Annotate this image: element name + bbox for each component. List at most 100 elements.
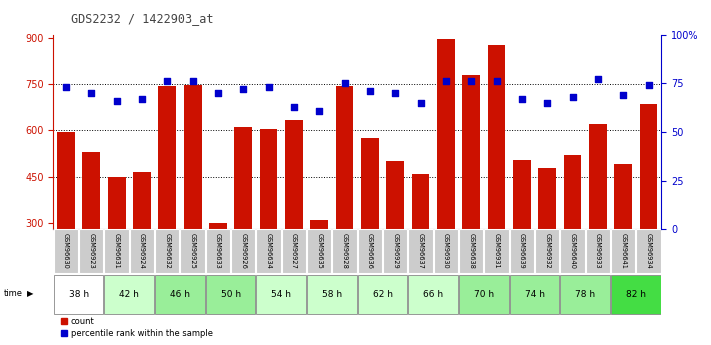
Bar [412, 174, 429, 229]
Text: GSM96641: GSM96641 [620, 233, 626, 269]
Bar [333, 229, 357, 273]
Bar [564, 155, 582, 229]
Text: GSM96926: GSM96926 [240, 233, 246, 269]
Point [137, 96, 148, 101]
Bar [586, 229, 610, 273]
Text: 82 h: 82 h [626, 289, 646, 299]
Bar [462, 75, 480, 229]
Point [161, 79, 173, 84]
Text: 50 h: 50 h [220, 289, 241, 299]
Bar [130, 229, 154, 273]
Bar [560, 275, 610, 314]
Bar [307, 229, 331, 273]
Point [213, 90, 224, 96]
Text: 66 h: 66 h [423, 289, 444, 299]
Bar [82, 152, 100, 229]
Bar [57, 132, 75, 229]
Point [187, 79, 198, 84]
Bar [231, 229, 255, 273]
Text: GSM96631: GSM96631 [114, 233, 119, 269]
Point [339, 80, 351, 86]
Point [567, 94, 578, 100]
Bar [636, 229, 661, 273]
Point [643, 82, 654, 88]
Bar [336, 86, 353, 229]
Text: 74 h: 74 h [525, 289, 545, 299]
Text: 38 h: 38 h [68, 289, 89, 299]
Text: GSM96637: GSM96637 [417, 233, 424, 269]
Point [314, 108, 325, 113]
Text: GSM96636: GSM96636 [367, 233, 373, 269]
Text: GSM96930: GSM96930 [443, 233, 449, 269]
Bar [282, 229, 306, 273]
Bar [383, 229, 407, 273]
Bar [155, 229, 179, 273]
Text: GDS2232 / 1422903_at: GDS2232 / 1422903_at [71, 12, 213, 25]
Text: 54 h: 54 h [272, 289, 292, 299]
Bar [513, 160, 531, 229]
Text: GSM96932: GSM96932 [544, 233, 550, 269]
Point [85, 90, 97, 96]
Bar [205, 229, 230, 273]
Text: GSM96633: GSM96633 [215, 233, 221, 269]
Text: GSM96632: GSM96632 [164, 233, 171, 269]
Bar [459, 275, 509, 314]
Text: GSM96934: GSM96934 [646, 233, 651, 269]
Bar [510, 275, 560, 314]
Point [542, 100, 553, 106]
Point [237, 86, 249, 92]
Bar [358, 275, 407, 314]
Bar [311, 220, 328, 229]
Text: GSM96630: GSM96630 [63, 233, 69, 269]
Bar [54, 275, 104, 314]
Bar [535, 229, 560, 273]
Point [516, 96, 528, 101]
Text: 62 h: 62 h [373, 289, 392, 299]
Bar [307, 275, 357, 314]
Bar [257, 275, 306, 314]
Bar [260, 129, 277, 229]
Point [288, 104, 299, 109]
Bar [437, 39, 455, 229]
Bar [181, 229, 205, 273]
Text: GSM96924: GSM96924 [139, 233, 145, 269]
Bar [257, 229, 281, 273]
Text: GSM96925: GSM96925 [190, 233, 196, 269]
Bar [434, 229, 458, 273]
Bar [205, 275, 255, 314]
Bar [640, 104, 658, 229]
Bar [611, 275, 661, 314]
Bar [54, 229, 78, 273]
Bar [484, 229, 509, 273]
Text: GSM96927: GSM96927 [291, 233, 297, 269]
Bar [358, 229, 382, 273]
Text: GSM96638: GSM96638 [469, 233, 474, 269]
Bar [235, 127, 252, 229]
Text: GSM96639: GSM96639 [519, 233, 525, 269]
Bar [560, 229, 584, 273]
Bar [510, 229, 534, 273]
Point [491, 79, 502, 84]
Text: GSM96931: GSM96931 [493, 233, 500, 269]
Text: 58 h: 58 h [322, 289, 342, 299]
Text: 46 h: 46 h [170, 289, 190, 299]
Bar [408, 275, 458, 314]
Bar [108, 177, 126, 229]
Text: GSM96933: GSM96933 [595, 233, 601, 269]
Bar [105, 229, 129, 273]
Bar [611, 229, 636, 273]
Text: 78 h: 78 h [575, 289, 595, 299]
Bar [105, 275, 154, 314]
Point [364, 88, 375, 94]
Point [111, 98, 122, 104]
Bar [361, 138, 379, 229]
Bar [408, 229, 433, 273]
Bar [79, 229, 104, 273]
Bar [488, 45, 506, 229]
Bar [386, 161, 404, 229]
Point [440, 79, 451, 84]
Text: GSM96929: GSM96929 [392, 233, 398, 269]
Bar [285, 120, 303, 229]
Point [60, 85, 72, 90]
Text: GSM96928: GSM96928 [341, 233, 348, 269]
